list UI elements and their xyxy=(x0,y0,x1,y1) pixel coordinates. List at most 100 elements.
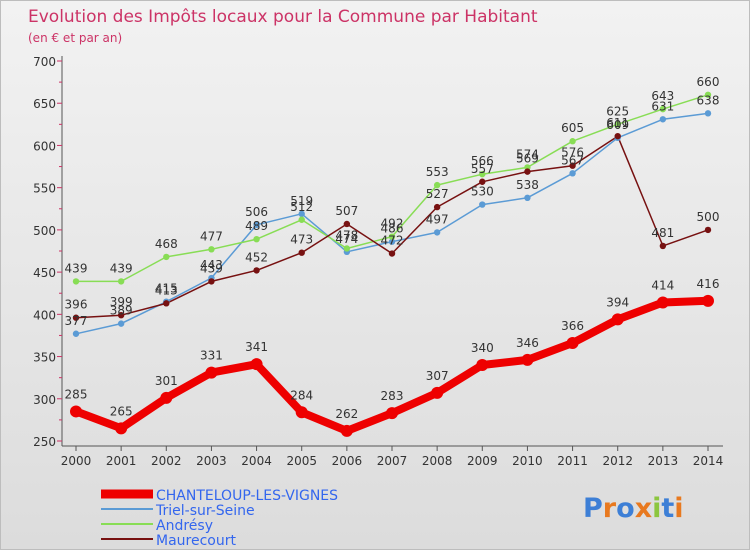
data-point xyxy=(117,320,125,327)
data-point xyxy=(70,405,82,418)
data-point xyxy=(388,250,396,257)
data-label: 631 xyxy=(651,99,674,113)
data-point xyxy=(72,314,80,321)
data-label: 473 xyxy=(290,233,313,247)
data-point xyxy=(704,91,712,98)
data-label: 414 xyxy=(651,279,674,293)
data-label: 283 xyxy=(381,389,404,403)
data-point xyxy=(295,406,308,419)
data-point xyxy=(431,386,444,399)
data-point xyxy=(386,407,398,420)
data-label: 262 xyxy=(335,407,358,421)
x-tick-label: 2009 xyxy=(467,454,498,468)
data-label: 611 xyxy=(606,116,629,130)
data-point xyxy=(479,170,486,178)
legend-label: Andrésy xyxy=(156,518,213,534)
data-point xyxy=(476,359,489,371)
data-label: 301 xyxy=(155,374,178,388)
proxiti-logo: Proxiti xyxy=(583,493,684,524)
data-point xyxy=(205,366,218,379)
data-label: 341 xyxy=(245,340,268,354)
data-point xyxy=(704,226,712,234)
data-label: 439 xyxy=(65,261,88,275)
x-tick-label: 2006 xyxy=(332,454,363,468)
data-label: 477 xyxy=(200,229,223,243)
x-tick-label: 2014 xyxy=(693,454,724,468)
data-label: 527 xyxy=(426,187,449,201)
data-point xyxy=(479,178,486,185)
data-label: 643 xyxy=(651,89,674,103)
data-label: 346 xyxy=(516,336,539,350)
data-label: 415 xyxy=(155,282,178,296)
data-label: 557 xyxy=(471,162,494,176)
data-point xyxy=(656,296,669,309)
data-label: 609 xyxy=(606,118,629,132)
legend-label: CHANTELOUP-LES-VIGNES xyxy=(156,488,338,504)
data-label: 389 xyxy=(110,304,133,318)
data-point xyxy=(433,229,441,236)
x-tick-label: 2005 xyxy=(286,454,317,468)
data-label: 478 xyxy=(335,228,358,242)
data-point xyxy=(659,105,667,113)
x-tick-label: 2003 xyxy=(196,454,227,468)
data-label: 474 xyxy=(335,232,358,246)
x-tick-label: 2001 xyxy=(106,454,137,468)
data-point xyxy=(117,278,125,285)
data-point xyxy=(163,300,170,307)
data-label: 567 xyxy=(561,153,584,167)
data-point xyxy=(208,278,215,285)
chart-title: Evolution des Impôts locaux pour la Comm… xyxy=(28,7,538,27)
legend-label: Maurecourt xyxy=(156,533,236,549)
data-point xyxy=(611,313,624,326)
data-label: 576 xyxy=(561,146,584,160)
data-label: 439 xyxy=(110,261,133,275)
data-label: 497 xyxy=(426,212,449,226)
data-point xyxy=(298,216,305,223)
y-tick-label: 300 xyxy=(33,393,56,407)
data-point xyxy=(433,203,441,211)
data-point xyxy=(521,353,534,366)
data-point xyxy=(566,337,579,350)
x-tick-label: 2008 xyxy=(422,454,453,468)
data-label: 506 xyxy=(245,205,268,219)
data-label: 452 xyxy=(245,250,268,264)
data-label: 340 xyxy=(471,341,494,355)
data-label: 285 xyxy=(65,387,88,401)
data-label: 377 xyxy=(65,314,88,328)
data-point xyxy=(160,391,173,404)
data-label: 265 xyxy=(110,404,133,418)
data-label: 530 xyxy=(471,185,494,199)
y-tick-label: 250 xyxy=(33,435,56,449)
data-point xyxy=(524,168,531,175)
data-point xyxy=(704,110,712,117)
data-label: 472 xyxy=(381,234,404,248)
chart-subtitle: (en € et par an) xyxy=(28,31,122,45)
data-label: 638 xyxy=(697,93,720,107)
data-point xyxy=(614,121,621,128)
data-label: 396 xyxy=(65,298,88,312)
data-label: 492 xyxy=(381,217,404,231)
data-label: 507 xyxy=(335,204,358,218)
data-point xyxy=(253,235,260,243)
data-label: 307 xyxy=(426,369,449,383)
data-point xyxy=(343,220,351,228)
data-point xyxy=(298,210,305,218)
svg-text:Proxiti: Proxiti xyxy=(583,493,684,524)
data-label: 538 xyxy=(516,178,539,192)
data-point xyxy=(479,201,486,208)
data-point xyxy=(659,116,667,123)
data-label: 486 xyxy=(381,222,404,236)
data-point xyxy=(250,358,263,371)
y-tick-label: 600 xyxy=(33,139,56,153)
data-point xyxy=(340,424,353,437)
data-label: 443 xyxy=(200,258,223,272)
data-point xyxy=(343,245,351,252)
data-label: 468 xyxy=(155,237,178,251)
y-tick-label: 500 xyxy=(33,224,56,238)
data-label: 481 xyxy=(651,226,674,240)
data-label: 399 xyxy=(110,295,133,309)
data-label: 569 xyxy=(516,152,539,166)
data-point xyxy=(72,330,80,337)
